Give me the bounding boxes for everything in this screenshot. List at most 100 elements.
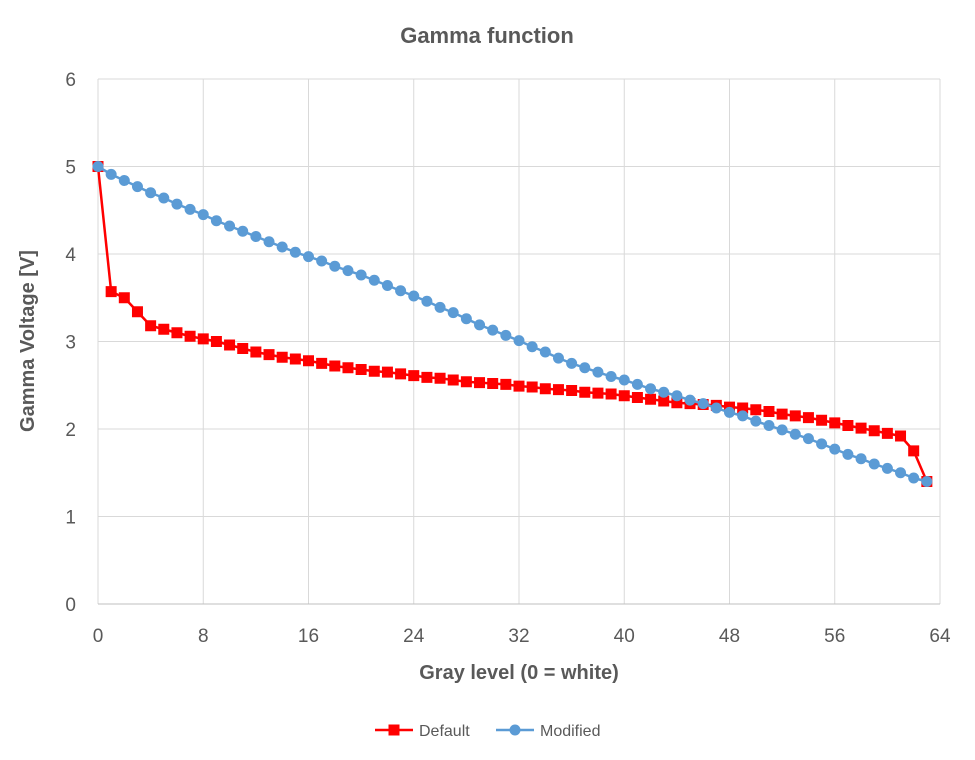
x-tick-label: 0 [93, 626, 104, 647]
data-point [671, 397, 683, 409]
data-point [408, 370, 420, 382]
data-point [631, 378, 643, 390]
data-point [474, 319, 486, 331]
data-point [210, 336, 222, 347]
data-point [355, 364, 367, 375]
data-point [776, 408, 788, 420]
data-point [381, 280, 393, 291]
data-point [908, 472, 920, 484]
data-point [855, 422, 867, 434]
data-point [881, 462, 893, 474]
data-point [789, 428, 801, 440]
data-point [842, 420, 854, 431]
data-point [829, 443, 841, 455]
data-point [645, 383, 657, 395]
y-tick-label: 3 [65, 333, 76, 354]
y-tick-label: 6 [65, 70, 76, 91]
data-point [421, 295, 433, 307]
data-point [237, 225, 249, 237]
data-point [908, 445, 920, 457]
data-point [158, 192, 170, 204]
data-point [697, 398, 709, 410]
data-point [171, 327, 183, 339]
data-point [881, 427, 893, 439]
data-point [921, 476, 933, 487]
data-point [855, 453, 867, 465]
data-point [618, 374, 630, 386]
data-point [224, 339, 236, 351]
data-point [566, 357, 578, 369]
data-point [460, 376, 472, 388]
data-point [789, 410, 801, 422]
data-point [276, 241, 288, 253]
data-point [750, 404, 762, 416]
data-point [658, 386, 670, 398]
chart-title: Gamma function [400, 23, 574, 48]
data-point [500, 329, 512, 341]
data-point [342, 362, 354, 374]
x-tick-label: 8 [198, 626, 209, 647]
data-point [895, 430, 907, 442]
grid [97, 78, 941, 605]
data-point [329, 260, 341, 272]
y-tick-label: 2 [65, 420, 76, 441]
series-line [97, 165, 928, 483]
data-point [434, 301, 446, 313]
x-tick-label: 64 [929, 626, 951, 647]
data-point [513, 380, 525, 392]
data-point [539, 383, 551, 395]
data-point [368, 365, 380, 377]
data-point [197, 333, 209, 345]
legend: Default Modified [375, 723, 600, 740]
data-point [566, 385, 578, 396]
data-point [684, 394, 696, 406]
data-point [118, 175, 130, 186]
data-point [737, 410, 749, 422]
legend-entry-modified: Modified [496, 723, 600, 740]
data-point [303, 251, 314, 263]
data-point [526, 341, 538, 353]
data-point [802, 433, 814, 445]
data-point [355, 269, 367, 281]
data-point [710, 402, 722, 414]
x-tick-label: 24 [403, 626, 425, 647]
data-point [552, 352, 564, 364]
data-point [421, 371, 433, 383]
data-point [460, 313, 472, 325]
data-point [145, 187, 157, 199]
data-point [526, 381, 538, 393]
data-point [210, 215, 222, 227]
data-point [408, 290, 420, 302]
data-point [158, 323, 170, 335]
series-default [92, 161, 933, 487]
data-point [500, 378, 512, 390]
data-point [381, 366, 393, 378]
data-point [724, 406, 735, 418]
data-point [263, 236, 275, 248]
data-point [289, 353, 301, 365]
data-point [539, 346, 551, 358]
data-point [131, 181, 143, 193]
data-point [895, 467, 907, 479]
data-point [395, 285, 407, 297]
x-tick-label: 16 [298, 626, 319, 647]
legend-marker [509, 724, 521, 736]
data-point [513, 335, 525, 347]
data-point [645, 393, 657, 405]
data-point [842, 448, 854, 460]
legend-label: Modified [540, 723, 600, 740]
data-point [184, 330, 196, 342]
data-point [658, 395, 670, 407]
y-tick-label: 1 [65, 508, 76, 529]
data-point [816, 414, 828, 426]
data-point [250, 231, 262, 242]
x-tick-label: 56 [824, 626, 845, 647]
y-tick-label: 4 [65, 245, 76, 266]
x-tick-label: 40 [614, 626, 635, 647]
data-point [342, 265, 354, 277]
data-point [631, 392, 643, 403]
data-point [592, 387, 604, 399]
x-tick-label: 32 [508, 626, 529, 647]
